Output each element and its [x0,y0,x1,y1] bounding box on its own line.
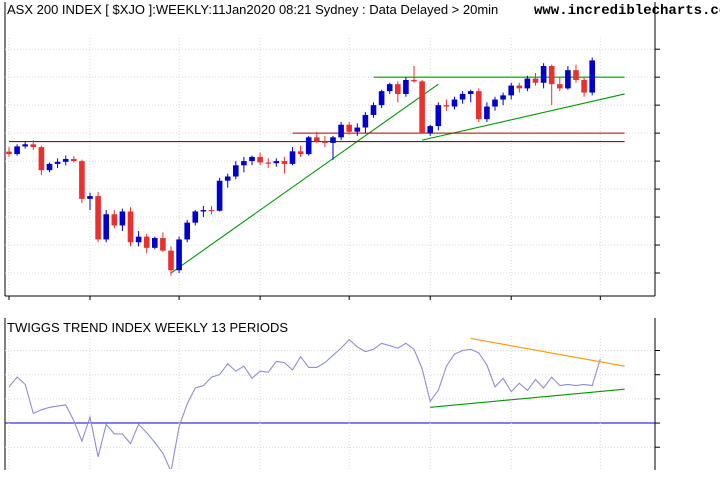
candle-body-down [411,79,417,82]
candle-body-down [476,91,482,120]
candle-body-down [322,141,328,143]
candle-body-down [208,210,215,212]
candle-body-up [484,106,490,120]
candle-body-down [419,81,425,134]
candle-body-up [273,161,280,164]
main-chart-title: ASX 200 INDEX [ $XJO ]:WEEKLY:11Jan2020 … [7,2,498,17]
candle-body-up [451,99,458,107]
candle-body-down [281,161,288,164]
candle-body-down [6,151,12,155]
candle-body-up [14,146,20,155]
candle-body-up [378,91,385,106]
candle-body-down [127,211,134,243]
candle-body-down [168,250,174,271]
support-upper-line [421,93,625,141]
candle-body-down [581,79,587,93]
candle-body-up [467,91,474,94]
twiggs-resistance-line [470,337,625,367]
candle-body-down [160,238,166,251]
candle-body-up [403,79,409,94]
candle-body-up [362,114,369,128]
candle-body-up [233,165,239,177]
candle-body-up [152,238,158,248]
candle-body-up [22,144,28,147]
candle-body-down [257,156,263,163]
candle-body-up [87,196,93,199]
candle-body-up [565,70,571,89]
candle-body-up [330,137,336,143]
candle-body-up [524,78,531,89]
candle-body-up [192,211,199,223]
brand-watermark: www.incrediblecharts.com [534,3,720,19]
candle-body-up [119,211,126,226]
candle-body-down [111,214,118,226]
candle-body-up [184,222,190,240]
candle-body-down [516,85,523,89]
candle-body-up [427,126,433,134]
candle-body-up [46,163,53,171]
candle-body-down [346,124,352,132]
candle-body-up [289,151,296,164]
candle-body-down [532,78,539,83]
candle-body-up [459,93,466,100]
candle-body-up [176,239,182,271]
candle-body-up [103,214,109,240]
candle-body-up [241,161,247,166]
candle-body-down [30,144,37,148]
candle-body-down [548,65,555,85]
candle-body-down [79,161,85,199]
candle-body-up [338,124,344,138]
candle-body-up [540,65,547,83]
candle-body-up [589,60,595,93]
candle-body-down [95,196,101,240]
candle-body-up [370,105,377,115]
candle-body-up [386,84,393,92]
candle-body-up [216,180,223,211]
candle-body-down [443,105,450,107]
candle-body-up [435,105,442,127]
candle-body-down [395,84,401,94]
candle-body-up [354,127,361,132]
support-low-line [170,83,439,274]
candle-body-up [500,95,506,100]
candle-body-down [297,151,304,155]
candle-body-up [224,176,231,181]
twiggs-support-line [430,388,625,408]
candle-body-up [492,99,498,107]
candle-body-down [265,162,271,164]
candle-body-down [143,236,150,248]
candle-body-up [305,137,312,155]
candle-body-down [314,137,320,142]
candle-body-down [38,147,45,171]
candle-body-up [54,161,61,164]
candle-body-up [200,210,207,212]
candle-body-down [71,159,77,162]
twiggs-trend-series [8,338,601,469]
candle-body-up [249,156,255,162]
candle-body-down [573,70,579,80]
candle-body-up [135,236,142,243]
candle-body-up [508,85,514,96]
indicator-title: TWIGGS TREND INDEX WEEKLY 13 PERIODS [7,320,288,335]
candle-body-down [557,84,563,89]
candle-body-up [62,159,69,162]
